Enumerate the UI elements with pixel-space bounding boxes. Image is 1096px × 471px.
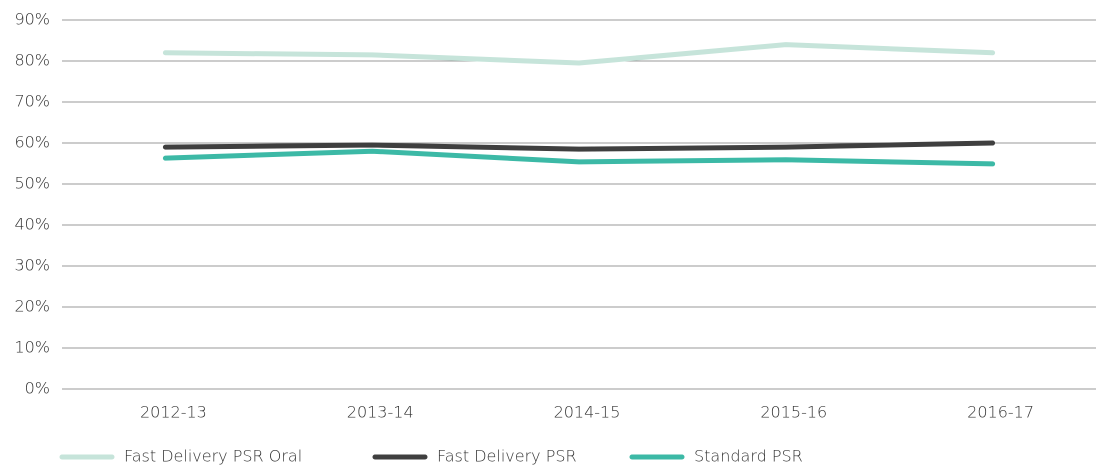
- x-tick-label: 2015-16: [760, 403, 827, 422]
- legend-label: Fast Delivery PSR Oral: [124, 447, 302, 466]
- x-tick-label: 2013-14: [347, 403, 414, 422]
- series-line: [162, 42, 996, 66]
- y-tick-label: 70%: [14, 92, 50, 111]
- y-tick-label: 40%: [14, 215, 50, 234]
- x-tick-label: 2014-15: [554, 403, 621, 422]
- series-line: [162, 148, 996, 167]
- y-tick-label: 20%: [14, 297, 50, 316]
- legend-label: Standard PSR: [694, 447, 803, 466]
- y-tick-label: 60%: [14, 133, 50, 152]
- y-tick-label: 90%: [14, 10, 50, 29]
- series-line: [162, 140, 996, 152]
- y-tick-label: 50%: [14, 174, 50, 193]
- y-tick-label: 30%: [14, 256, 50, 275]
- legend-label: Fast Delivery PSR: [437, 447, 577, 466]
- x-tick-label: 2016-17: [967, 403, 1034, 422]
- y-tick-label: 10%: [14, 338, 50, 357]
- y-tick-label: 80%: [14, 51, 50, 70]
- y-tick-label: 0%: [25, 379, 50, 398]
- x-tick-label: 2012-13: [140, 403, 207, 422]
